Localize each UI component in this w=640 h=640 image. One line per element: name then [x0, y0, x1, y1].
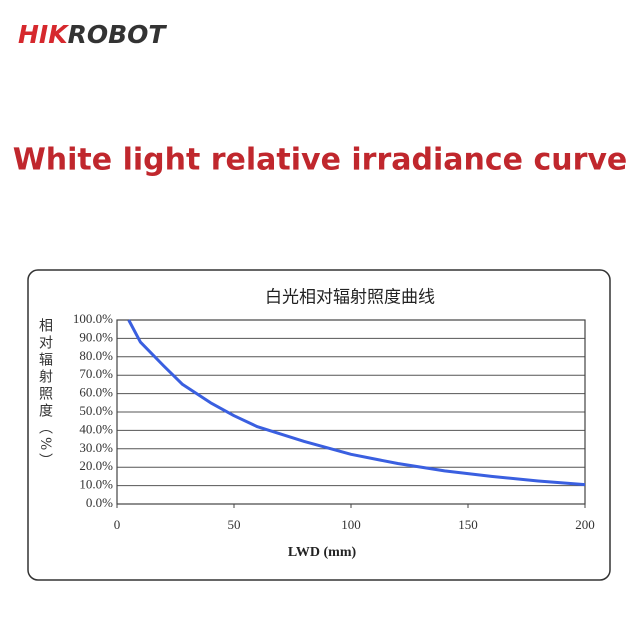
x-tick-label: 50: [228, 517, 241, 532]
curve: [127, 319, 586, 487]
y-tick-label: 100.0%: [73, 311, 113, 326]
logo-part: HIK: [18, 20, 69, 49]
x-tick-label: 200: [575, 517, 595, 532]
y-tick-label: 20.0%: [79, 458, 113, 473]
logo: HIKROBOT: [18, 20, 167, 49]
y-tick-label: 50.0%: [79, 403, 113, 418]
y-tick-label: 30.0%: [79, 440, 113, 455]
x-axis-label: LWD (mm): [288, 545, 357, 560]
y-tick-label: 10.0%: [79, 477, 113, 492]
chart-frame: [27, 269, 611, 581]
x-tick-label: 100: [341, 517, 361, 532]
y-tick-label: 60.0%: [79, 385, 113, 400]
chart-title: 白光相对辐射照度曲线: [265, 288, 435, 308]
y-tick-label: 80.0%: [79, 348, 113, 363]
y-tick-label: 70.0%: [79, 366, 113, 381]
y-axis-label: 相对辐射照度（%）: [37, 318, 53, 470]
y-tick-label: 90.0%: [79, 329, 113, 344]
logo-part: ROBOT: [68, 20, 168, 49]
x-tick-label: 150: [458, 517, 478, 532]
y-tick-label: 0.0%: [86, 495, 113, 510]
page-title: White light relative irradiance curve: [13, 143, 628, 178]
x-tick-label: 0: [114, 517, 121, 532]
y-tick-label: 40.0%: [79, 421, 113, 436]
